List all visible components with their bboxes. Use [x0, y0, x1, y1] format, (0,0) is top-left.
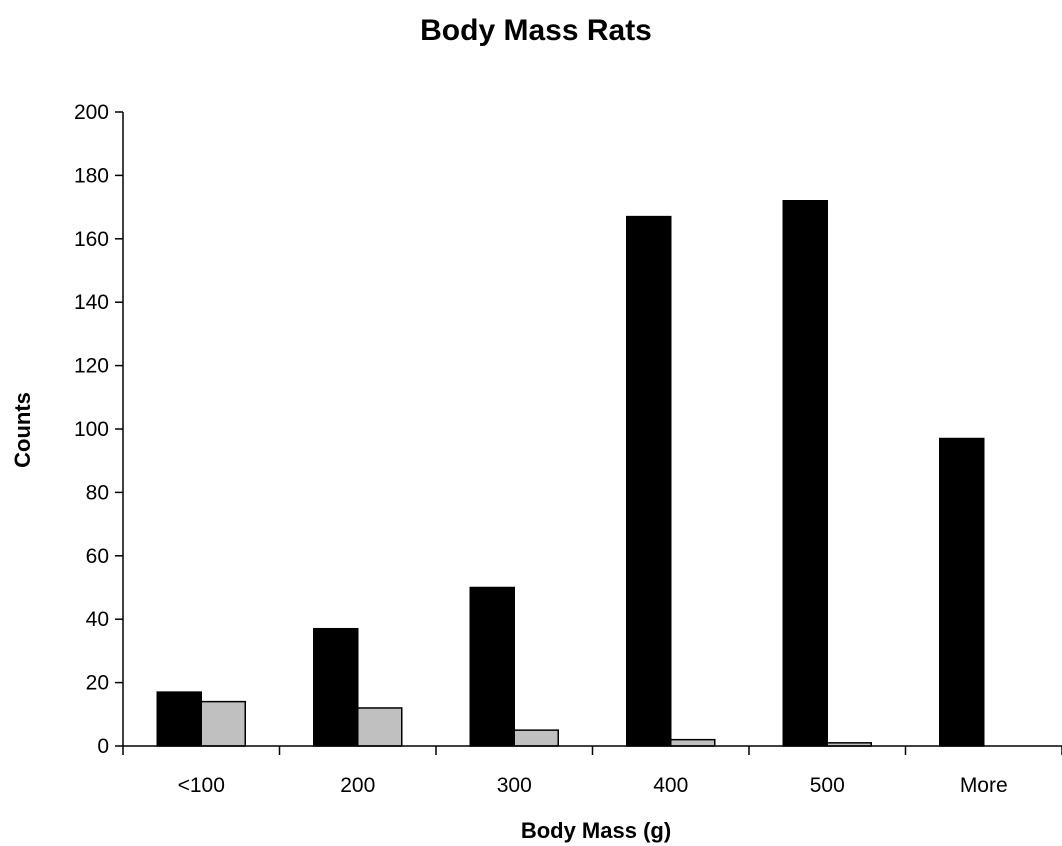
chart-title: Body Mass Rats	[420, 14, 652, 47]
x-tick-label: 400	[653, 774, 688, 797]
bar-series-2	[200, 700, 246, 747]
y-tick-label: 100	[74, 418, 109, 441]
bar-series-1	[782, 200, 828, 747]
bar-series-1	[939, 437, 985, 747]
x-tick-label: <100	[178, 774, 225, 797]
y-tick-label: 60	[86, 545, 109, 568]
y-tick-label: 0	[97, 735, 109, 758]
y-axis-label: Counts	[10, 392, 35, 468]
bar-series-1	[313, 627, 359, 747]
bar-series-2	[670, 738, 716, 747]
x-axis-label: Body Mass (g)	[521, 818, 671, 843]
bar-series-2	[513, 729, 559, 747]
y-tick-label: 40	[86, 608, 109, 631]
y-tick-label: 160	[74, 228, 109, 251]
x-tick-label: 500	[810, 774, 845, 797]
y-tick-label: 140	[74, 291, 109, 314]
y-tick-label: 120	[74, 355, 109, 378]
y-tick-label: 180	[74, 164, 109, 187]
bars	[156, 200, 985, 747]
x-tick-label: 300	[497, 774, 532, 797]
x-axis-ticks: <100 200 300 400 500 More	[122, 746, 1062, 797]
y-tick-label: 20	[86, 672, 109, 695]
bar-series-1	[626, 215, 672, 747]
x-tick-label: More	[960, 774, 1008, 797]
bar-series-1	[156, 691, 202, 747]
bar-series-1	[469, 586, 515, 747]
y-axis-ticks: 0 20 40 60 80 100 120 140 160 180 200	[74, 101, 123, 758]
bar-series-2	[357, 707, 403, 747]
y-tick-label: 80	[86, 481, 109, 504]
y-tick-label: 200	[74, 101, 109, 124]
x-tick-label: 200	[340, 774, 375, 797]
